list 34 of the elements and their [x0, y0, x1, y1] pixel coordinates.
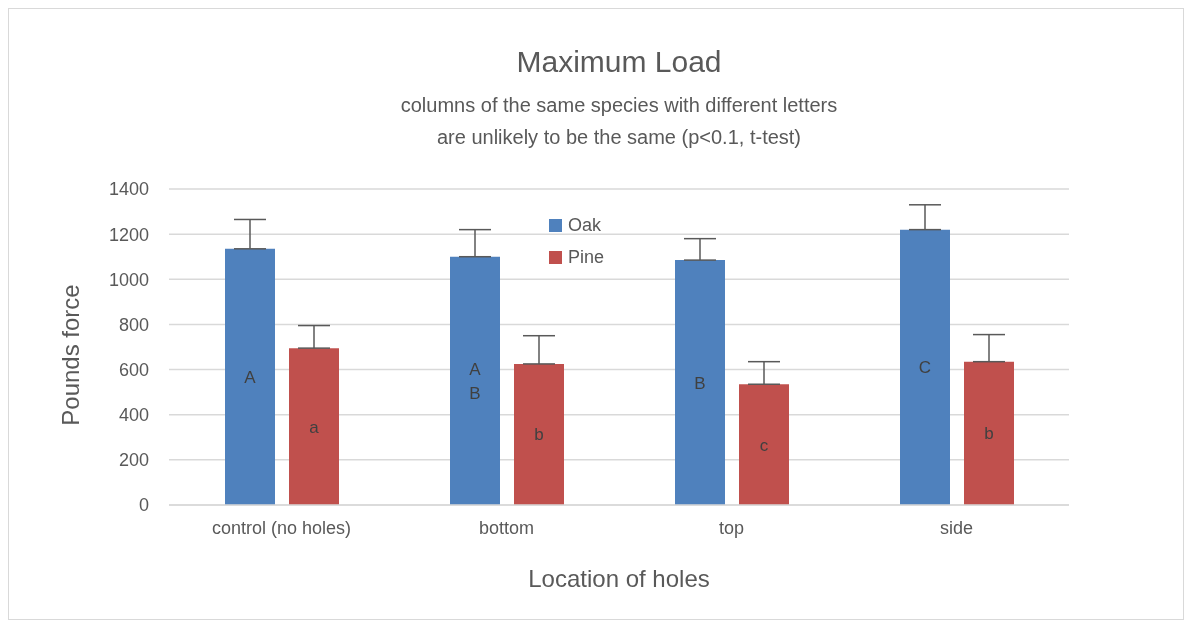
bar — [675, 260, 725, 505]
bar — [289, 348, 339, 505]
bar — [964, 361, 1014, 505]
data-label: a — [309, 417, 320, 437]
legend-label: Oak — [568, 214, 602, 236]
data-label: b — [984, 424, 994, 444]
y-tick-label: 400 — [118, 405, 149, 426]
x-tick-label: bottom — [478, 517, 535, 538]
bar — [900, 229, 950, 505]
x-axis-title: Location of holes — [527, 565, 711, 593]
data-label: C — [918, 358, 932, 378]
bar — [450, 256, 500, 505]
data-label: A B — [469, 359, 482, 403]
y-axis-title: Pounds force — [57, 284, 85, 426]
y-tick-label: 1400 — [108, 179, 149, 200]
bar — [739, 384, 789, 505]
y-tick-label: 600 — [118, 359, 149, 380]
chart-title: Maximum Load — [515, 45, 723, 79]
x-tick-label: side — [939, 517, 974, 538]
x-tick-label: top — [718, 517, 745, 538]
data-label: B — [694, 373, 706, 393]
y-tick-label: 200 — [118, 450, 149, 471]
y-tick-label: 0 — [138, 495, 149, 516]
y-tick-label: 800 — [118, 314, 149, 335]
chart-subtitle: columns of the same species with different letters are unlikely to be the same (p<0.1, t-test) — [399, 93, 839, 150]
bar — [225, 248, 275, 505]
bar — [514, 363, 564, 505]
legend-label: Pine — [568, 246, 605, 268]
data-label: c — [759, 435, 769, 455]
data-label: A — [244, 367, 257, 387]
data-label: b — [534, 425, 544, 445]
x-tick-label: control (no holes) — [211, 517, 352, 538]
y-tick-label: 1200 — [108, 224, 149, 245]
y-tick-label: 1000 — [108, 269, 149, 290]
